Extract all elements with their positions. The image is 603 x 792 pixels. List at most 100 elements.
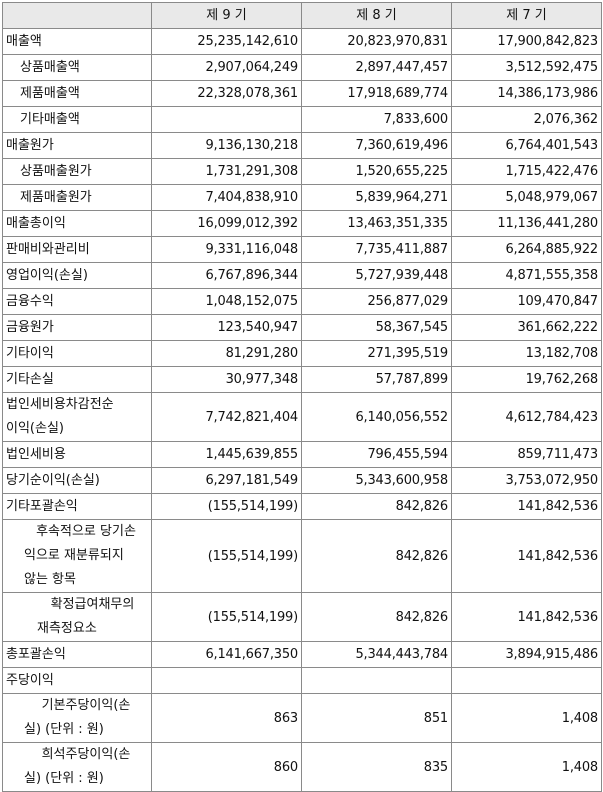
value-period-7: 1,408 — [451, 693, 602, 743]
value-period-8: 20,823,970,831 — [301, 28, 452, 55]
row-label-line: 법인세비용차감전순 — [6, 397, 114, 412]
value-period-8: 5,839,964,271 — [301, 184, 452, 211]
row-income-tax: 법인세비용 1,445,639,855 796,455,594 859,711,… — [2, 441, 602, 468]
row-label: 기타이익 — [2, 340, 152, 367]
row-label: 매출액 — [2, 28, 152, 55]
value-period-9: 6,767,896,344 — [151, 262, 302, 289]
value-period-9: 81,291,280 — [151, 340, 302, 367]
row-finance-cost: 금융원가 123,540,947 58,367,545 361,662,222 — [2, 314, 602, 341]
row-label: 확정급여채무의 재측정요소 — [2, 592, 152, 642]
row-label: 후속적으로 당기손 익으로 재분류되지 않는 항목 — [2, 519, 152, 593]
row-basic-eps: 기본주당이익(손 실) (단위 : 원) 863 851 1,408 — [2, 693, 602, 743]
value-period-8: 13,463,351,335 — [301, 210, 452, 237]
value-period-9: (155,514,199) — [151, 493, 302, 520]
row-product-cost: 제품매출원가 7,404,838,910 5,839,964,271 5,048… — [2, 184, 602, 211]
row-label: 당기순이익(손실) — [2, 467, 152, 494]
value-period-9: 6,297,181,549 — [151, 467, 302, 494]
row-label: 법인세비용 — [2, 441, 152, 468]
value-period-9: 2,907,064,249 — [151, 54, 302, 81]
row-other-gains: 기타이익 81,291,280 271,395,519 13,182,708 — [2, 340, 602, 367]
value-period-8: 256,877,029 — [301, 288, 452, 315]
value-period-7 — [451, 667, 602, 694]
value-period-8: 842,826 — [301, 592, 452, 642]
value-period-7: 3,753,072,950 — [451, 467, 602, 494]
value-period-9: 1,445,639,855 — [151, 441, 302, 468]
value-period-7: 5,048,979,067 — [451, 184, 602, 211]
value-period-7: 6,764,401,543 — [451, 132, 602, 159]
row-income-before-tax: 법인세비용차감전순 이익(손실) 7,742,821,404 6,140,056… — [2, 392, 602, 442]
value-period-9: (155,514,199) — [151, 519, 302, 593]
value-period-8: 57,787,899 — [301, 366, 452, 393]
row-label-line: 희석주당이익(손 — [41, 747, 131, 762]
value-period-8: 5,344,443,784 — [301, 641, 452, 668]
row-label-line: 재측정요소 — [37, 621, 97, 636]
value-period-7: 14,386,173,986 — [451, 80, 602, 107]
value-period-7: 109,470,847 — [451, 288, 602, 315]
row-label-line: 기본주당이익(손 — [41, 698, 131, 713]
row-other-revenue: 기타매출액 7,833,600 2,076,362 — [2, 106, 602, 133]
value-period-7: 141,842,536 — [451, 592, 602, 642]
value-period-8: 17,918,689,774 — [301, 80, 452, 107]
row-label: 기타손실 — [2, 366, 152, 393]
row-label: 법인세비용차감전순 이익(손실) — [2, 392, 152, 442]
row-diluted-eps: 희석주당이익(손 실) (단위 : 원) 860 835 1,408 — [2, 742, 602, 792]
value-period-9: 22,328,078,361 — [151, 80, 302, 107]
value-period-9: 7,404,838,910 — [151, 184, 302, 211]
value-period-8: 851 — [301, 693, 452, 743]
row-revenue: 매출액 25,235,142,610 20,823,970,831 17,900… — [2, 28, 602, 55]
row-label: 희석주당이익(손 실) (단위 : 원) — [2, 742, 152, 792]
value-period-7: 6,264,885,922 — [451, 236, 602, 263]
row-oci: 기타포괄손익 (155,514,199) 842,826 141,842,536 — [2, 493, 602, 520]
row-sga: 판매비와관리비 9,331,116,048 7,735,411,887 6,26… — [2, 236, 602, 263]
row-label: 금융수익 — [2, 288, 152, 315]
row-cost-of-sales: 매출원가 9,136,130,218 7,360,619,496 6,764,4… — [2, 132, 602, 159]
value-period-9: 9,136,130,218 — [151, 132, 302, 159]
row-label-line: 익으로 재분류되지 — [24, 548, 124, 563]
row-label-line: 실) (단위 : 원) — [24, 722, 104, 737]
row-net-income: 당기순이익(손실) 6,297,181,549 5,343,600,958 3,… — [2, 467, 602, 494]
value-period-8 — [301, 667, 452, 694]
row-merchandise-cost: 상품매출원가 1,731,291,308 1,520,655,225 1,715… — [2, 158, 602, 185]
row-product-revenue: 제품매출액 22,328,078,361 17,918,689,774 14,3… — [2, 80, 602, 107]
value-period-7: 141,842,536 — [451, 519, 602, 593]
value-period-9: 1,048,152,075 — [151, 288, 302, 315]
row-label: 상품매출원가 — [2, 158, 152, 185]
value-period-7: 19,762,268 — [451, 366, 602, 393]
value-period-8: 835 — [301, 742, 452, 792]
row-label: 주당이익 — [2, 667, 152, 694]
value-period-9: 25,235,142,610 — [151, 28, 302, 55]
row-label: 매출원가 — [2, 132, 152, 159]
value-period-8: 5,727,939,448 — [301, 262, 452, 289]
row-label: 영업이익(손실) — [2, 262, 152, 289]
value-period-8: 58,367,545 — [301, 314, 452, 341]
value-period-7: 361,662,222 — [451, 314, 602, 341]
row-label-line: 후속적으로 당기손 — [36, 524, 136, 539]
value-period-8: 271,395,519 — [301, 340, 452, 367]
value-period-9 — [151, 667, 302, 694]
value-period-7: 11,136,441,280 — [451, 210, 602, 237]
value-period-8: 7,735,411,887 — [301, 236, 452, 263]
value-period-8: 5,343,600,958 — [301, 467, 452, 494]
value-period-9: 16,099,012,392 — [151, 210, 302, 237]
value-period-8: 1,520,655,225 — [301, 158, 452, 185]
value-period-7: 4,612,784,423 — [451, 392, 602, 442]
value-period-8: 6,140,056,552 — [301, 392, 452, 442]
row-merchandise-revenue: 상품매출액 2,907,064,249 2,897,447,457 3,512,… — [2, 54, 602, 81]
value-period-8: 842,826 — [301, 493, 452, 520]
header-period-7: 제 7 기 — [451, 2, 602, 29]
value-period-7: 17,900,842,823 — [451, 28, 602, 55]
value-period-7: 3,512,592,475 — [451, 54, 602, 81]
row-finance-income: 금융수익 1,048,152,075 256,877,029 109,470,8… — [2, 288, 602, 315]
value-period-8: 842,826 — [301, 519, 452, 593]
value-period-9: 9,331,116,048 — [151, 236, 302, 263]
row-label: 기타매출액 — [2, 106, 152, 133]
row-oci-not-reclassified: 후속적으로 당기손 익으로 재분류되지 않는 항목 (155,514,199) … — [2, 519, 602, 593]
row-label: 기본주당이익(손 실) (단위 : 원) — [2, 693, 152, 743]
header-period-9: 제 9 기 — [151, 2, 302, 29]
value-period-7: 1,408 — [451, 742, 602, 792]
value-period-9: 30,977,348 — [151, 366, 302, 393]
row-other-losses: 기타손실 30,977,348 57,787,899 19,762,268 — [2, 366, 602, 393]
value-period-9: 1,731,291,308 — [151, 158, 302, 185]
value-period-7: 13,182,708 — [451, 340, 602, 367]
row-total-comprehensive-income: 총포괄손익 6,141,667,350 5,344,443,784 3,894,… — [2, 641, 602, 668]
